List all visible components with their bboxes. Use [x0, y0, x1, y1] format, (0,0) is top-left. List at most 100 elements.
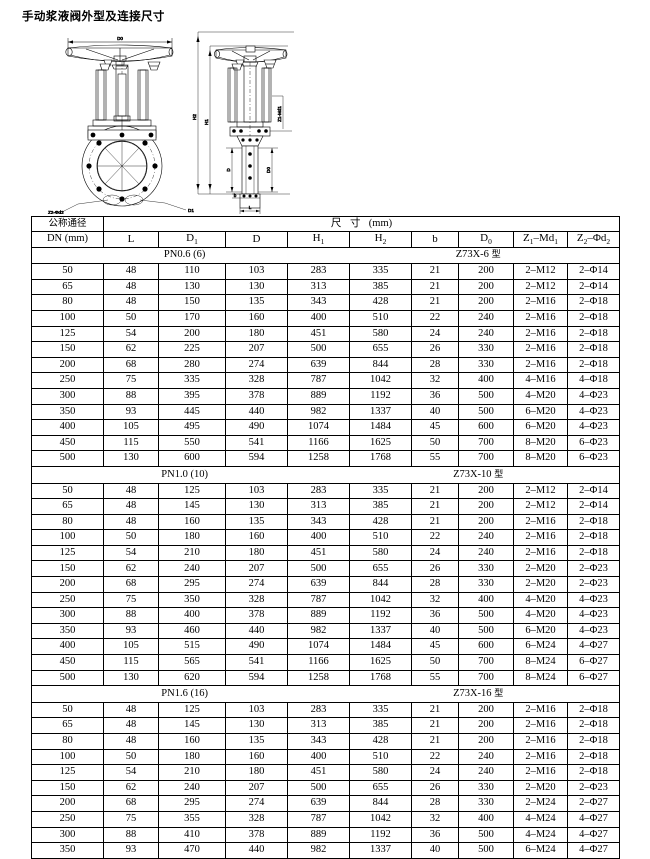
header-col-2: D: [225, 231, 288, 248]
table-row: 500 130 600 594 1258 1768 55 700 8–M20 6–Φ23: [31, 450, 621, 467]
cell-s2-r1-c7: 200: [458, 717, 514, 734]
cell-s2-r3-c3: 160: [225, 748, 288, 766]
table-header-row-1: 公称通径尺 寸 (mm): [31, 216, 621, 232]
table-row: 50 48 110 103 283 335 21 200 2–M12 2–Φ14: [31, 263, 621, 280]
cell-s0-r7-c6: 32: [411, 372, 459, 389]
cell-s2-r5-c7: 330: [458, 779, 514, 797]
cell-s2-r3-c7: 240: [458, 748, 514, 766]
cell-s0-r5-c5: 655: [349, 341, 412, 358]
cell-s1-r7-c9: 4–Φ23: [566, 591, 621, 609]
cell-s1-r9-c6: 40: [411, 622, 459, 640]
cell-s1-r1-c5: 385: [349, 498, 412, 515]
cell-s0-r10-c6: 45: [411, 419, 459, 436]
cell-s0-r11-c3: 541: [225, 434, 288, 452]
table-row: 400 105 495 490 1074 1484 45 600 6–M20 4–Φ23: [31, 419, 621, 436]
cell-s0-r3-c7: 240: [458, 309, 514, 327]
cell-s0-r11-c7: 700: [458, 434, 514, 452]
cell-s2-r2-c0: 80: [31, 733, 104, 750]
cell-s0-r2-c7: 200: [458, 294, 514, 311]
cell-s2-r9-c8: 6–M24: [513, 842, 568, 859]
cell-s1-r11-c6: 50: [411, 654, 459, 671]
cell-s2-r1-c3: 130: [225, 717, 288, 734]
cell-s2-r9-c9: 4–Φ27: [566, 842, 621, 859]
cell-s1-r1-c6: 21: [411, 498, 459, 515]
cell-s2-r4-c8: 2–M16: [513, 764, 568, 781]
cell-s0-r8-c2: 395: [158, 387, 226, 405]
cell-s2-r0-c2: 125: [158, 701, 226, 719]
cell-s0-r1-c4: 313: [287, 278, 350, 296]
cell-s1-r8-c9: 4–Φ23: [566, 607, 621, 624]
cell-s2-r5-c3: 207: [225, 779, 288, 797]
cell-s1-r4-c0: 125: [31, 544, 104, 562]
cell-s0-r4-c4: 451: [287, 325, 350, 343]
cell-s0-r2-c2: 150: [158, 294, 226, 311]
cell-s2-r9-c5: 1337: [349, 842, 412, 859]
cell-s1-r6-c2: 295: [158, 576, 226, 593]
cell-s1-r9-c3: 440: [225, 622, 288, 640]
cell-s1-r12-c0: 500: [31, 669, 104, 687]
cell-s1-r11-c5: 1625: [349, 654, 412, 671]
cell-s1-r9-c9: 4–Φ23: [566, 622, 621, 640]
cell-s0-r0-c5: 335: [349, 263, 412, 280]
cell-s2-r9-c3: 440: [225, 842, 288, 859]
cell-s2-r0-c6: 21: [411, 701, 459, 719]
table-row: 65 48 145 130 313 385 21 200 2–M16 2–Φ18: [31, 717, 621, 734]
table-row: 300 88 410 378 889 1192 36 500 4–M24 4–Φ27: [31, 826, 621, 844]
cell-s1-r6-c7: 330: [458, 576, 514, 593]
cell-s2-r4-c1: 54: [103, 764, 159, 781]
cell-s0-r3-c3: 160: [225, 309, 288, 327]
cell-s0-r9-c5: 1337: [349, 403, 412, 421]
cell-s0-r2-c0: 80: [31, 294, 104, 311]
cell-s2-r4-c9: 2–Φ18: [566, 764, 621, 781]
cell-s0-r4-c6: 24: [411, 325, 459, 343]
cell-s1-r2-c3: 135: [225, 513, 288, 531]
cell-s1-r9-c4: 982: [287, 622, 350, 640]
cell-s0-r7-c8: 4–M16: [513, 372, 568, 389]
cell-s0-r6-c2: 280: [158, 356, 226, 374]
cell-s2-r9-c4: 982: [287, 842, 350, 859]
cell-s0-r11-c8: 8–M20: [513, 434, 568, 452]
section-header-1: PN1.0 (10) Z73X-10 型: [30, 465, 621, 484]
cell-s2-r6-c2: 295: [158, 795, 226, 812]
cell-s2-r0-c5: 335: [349, 701, 412, 719]
cell-s1-r7-c2: 350: [158, 591, 226, 609]
cell-s2-r6-c0: 200: [31, 795, 104, 812]
table-row: 80 48 160 135 343 428 21 200 2–M16 2–Φ18: [31, 733, 621, 750]
cell-s0-r3-c4: 400: [287, 309, 350, 327]
cell-s0-r4-c3: 180: [225, 325, 288, 343]
cell-s0-r5-c7: 330: [458, 341, 514, 358]
cell-s0-r7-c2: 335: [158, 372, 226, 389]
cell-s1-r6-c0: 200: [31, 576, 104, 593]
section-model-0: Z73X-6 型: [455, 249, 501, 261]
cell-s2-r9-c7: 500: [458, 842, 514, 859]
cell-s1-r5-c9: 2–Φ23: [566, 560, 621, 578]
cell-s1-r1-c7: 200: [458, 498, 514, 515]
cell-s1-r8-c6: 36: [411, 607, 459, 624]
cell-s0-r1-c9: 2–Φ14: [566, 278, 621, 296]
page-title: 手动浆液阀外型及连接尺寸: [22, 9, 165, 23]
cell-s0-r0-c8: 2–M12: [513, 263, 568, 280]
cell-s0-r1-c1: 48: [103, 278, 159, 296]
cell-s0-r5-c3: 207: [225, 341, 288, 358]
cell-s0-r12-c7: 700: [458, 450, 514, 467]
section-pressure-1: PN1.0 (10): [161, 468, 208, 480]
cell-s0-r0-c7: 200: [458, 263, 514, 280]
table-row: 80 48 160 135 343 428 21 200 2–M16 2–Φ18: [31, 513, 621, 531]
cell-s1-r3-c0: 100: [31, 529, 104, 546]
cell-s0-r3-c9: 2–Φ18: [566, 309, 621, 327]
cell-s0-r0-c6: 21: [411, 263, 459, 280]
cell-s2-r1-c0: 65: [31, 717, 104, 734]
cell-s1-r9-c7: 500: [458, 622, 514, 640]
cell-s1-r9-c8: 6–M20: [513, 622, 568, 640]
right-view-stud-label: Z1-Md1: [277, 106, 282, 122]
cell-s2-r2-c7: 200: [458, 733, 514, 750]
cell-s0-r7-c4: 787: [287, 372, 350, 389]
cell-s1-r8-c3: 378: [225, 607, 288, 624]
cell-s2-r9-c1: 93: [103, 842, 159, 859]
header-dn-title: 公称通径: [31, 216, 104, 232]
cell-s1-r5-c6: 26: [411, 560, 459, 578]
cell-s2-r1-c2: 145: [158, 717, 226, 734]
cell-s0-r0-c9: 2–Φ14: [566, 263, 621, 280]
cell-s0-r10-c3: 490: [225, 419, 288, 436]
cell-s0-r3-c0: 100: [31, 309, 104, 327]
